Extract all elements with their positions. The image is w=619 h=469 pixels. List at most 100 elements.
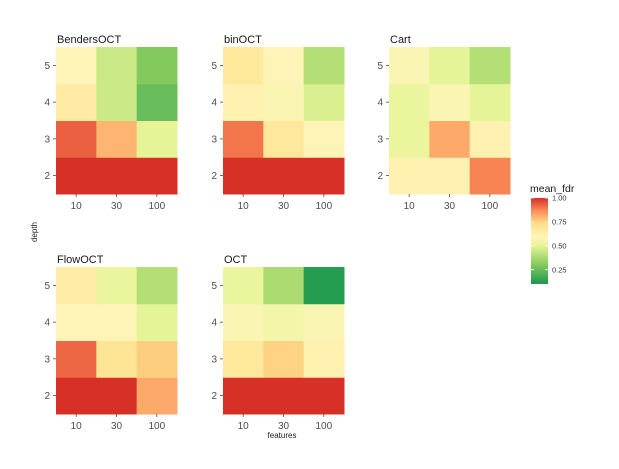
- x-tick-label: 30: [111, 201, 123, 212]
- panel-oct: OCT 2 3 4 5 10 30 100: [211, 254, 345, 432]
- heatmap-cell: [263, 303, 305, 341]
- heatmap-cell: [96, 267, 138, 305]
- x-tick-label: 100: [148, 201, 165, 212]
- panel-title: Cart: [390, 34, 411, 46]
- x-tick-label: 10: [71, 201, 83, 212]
- heatmap-cell: [96, 120, 138, 158]
- y-tick-label: 3: [211, 134, 217, 145]
- panel-cart: Cart 2 3 4 5 10 30 100: [377, 34, 511, 212]
- x-axis-title: features: [268, 431, 297, 440]
- y-tick-label: 4: [211, 318, 217, 329]
- heatmap-cell: [56, 47, 97, 85]
- heatmap-cell: [303, 340, 345, 378]
- heatmap-cell: [56, 120, 97, 158]
- heatmap-cell: [56, 157, 97, 195]
- heatmap-cell: [389, 83, 430, 121]
- heatmap-cell: [96, 340, 138, 378]
- heatmap-cell: [389, 120, 430, 158]
- panel-bendersoct: BendersOCT 2 3 4 5 10 30 100: [44, 34, 178, 212]
- y-tick-label: 5: [44, 281, 50, 292]
- heatmap-cell: [56, 83, 97, 121]
- heatmap-cell: [96, 157, 138, 195]
- heatmap-cell: [263, 267, 305, 305]
- heatmap-cell: [303, 83, 345, 121]
- y-tick-label: 2: [377, 171, 383, 182]
- heatmap-cell: [263, 83, 305, 121]
- legend-colorbar: [531, 198, 548, 284]
- x-tick-label: 10: [404, 201, 416, 212]
- panel-binoct: binOCT 2 3 4 5 10 30 100: [211, 34, 345, 212]
- y-tick-label: 2: [44, 171, 50, 182]
- legend-tick-label: 0.75: [552, 218, 567, 227]
- y-tick-label: 4: [44, 98, 50, 109]
- panel-flowoct: FlowOCT 2 3 4 5 10 30 100: [44, 254, 178, 432]
- heatmap-cell: [56, 267, 97, 305]
- legend-tick-label: 0.50: [552, 241, 567, 250]
- y-tick-label: 2: [211, 391, 217, 402]
- y-tick-label: 5: [211, 281, 217, 292]
- heatmap-cell: [263, 120, 305, 158]
- heatmap-cell: [389, 47, 430, 85]
- panel-title: OCT: [224, 254, 248, 266]
- heatmap-cell: [56, 340, 97, 378]
- x-tick-label: 100: [315, 421, 332, 432]
- heatmap-cell: [469, 83, 511, 121]
- heatmap-cell: [303, 120, 345, 158]
- panel-title: BendersOCT: [57, 34, 121, 46]
- panel-title: binOCT: [224, 34, 262, 46]
- x-tick-label: 100: [481, 201, 498, 212]
- heatmap-cell: [223, 267, 264, 305]
- x-tick-label: 10: [238, 201, 250, 212]
- heatmap-cell: [136, 83, 178, 121]
- heatmap-cell: [429, 120, 471, 158]
- y-tick-label: 3: [44, 134, 50, 145]
- heatmap-cell: [263, 377, 305, 415]
- heatmap-cell: [429, 157, 471, 195]
- heatmap-cell: [469, 120, 511, 158]
- heatmap-cell: [223, 120, 264, 158]
- legend-tick-label: 1.00: [552, 194, 567, 203]
- heatmap-cell: [429, 47, 471, 85]
- y-tick-label: 4: [211, 98, 217, 109]
- heatmap-cell: [136, 47, 178, 85]
- heatmap-cell: [303, 303, 345, 341]
- x-tick-label: 30: [278, 201, 290, 212]
- heatmap-cell: [469, 157, 511, 195]
- heatmap-cell: [263, 157, 305, 195]
- heatmap-cell: [136, 267, 178, 305]
- panels-group: BendersOCT 2 3 4 5 10 30 100 binOCT 2 3 4 5 10 30 100 Ca…: [44, 34, 511, 432]
- heatmap-cell: [263, 340, 305, 378]
- heatmap-cell: [263, 47, 305, 85]
- y-tick-label: 3: [377, 134, 383, 145]
- heatmap-cell: [96, 377, 138, 415]
- y-tick-label: 5: [377, 61, 383, 72]
- y-tick-label: 5: [211, 61, 217, 72]
- panel-title: FlowOCT: [57, 254, 104, 266]
- heatmap-cell: [223, 303, 264, 341]
- heatmap-cell: [56, 377, 97, 415]
- y-tick-label: 4: [44, 318, 50, 329]
- heatmap-cell: [96, 47, 138, 85]
- x-tick-label: 10: [71, 421, 83, 432]
- heatmap-cell: [223, 157, 264, 195]
- heatmap-cell: [429, 83, 471, 121]
- heatmap-cell: [223, 340, 264, 378]
- heatmap-cell: [136, 120, 178, 158]
- heatmap-cell: [303, 377, 345, 415]
- color-legend: mean_fdr 0.25 0.50 0.75 1.00: [530, 183, 575, 284]
- heatmap-cell: [469, 47, 511, 85]
- heatmap-cell: [136, 157, 178, 195]
- heatmap-cell: [96, 303, 138, 341]
- y-tick-label: 2: [211, 171, 217, 182]
- heatmap-cell: [96, 83, 138, 121]
- heatmap-cell: [136, 377, 178, 415]
- x-tick-label: 30: [278, 421, 290, 432]
- x-tick-label: 30: [111, 421, 123, 432]
- heatmap-cell: [223, 377, 264, 415]
- legend-tick-label: 0.25: [552, 265, 567, 274]
- heatmap-cell: [136, 340, 178, 378]
- y-tick-label: 4: [377, 98, 383, 109]
- heatmap-cell: [136, 303, 178, 341]
- heatmap-cell: [303, 157, 345, 195]
